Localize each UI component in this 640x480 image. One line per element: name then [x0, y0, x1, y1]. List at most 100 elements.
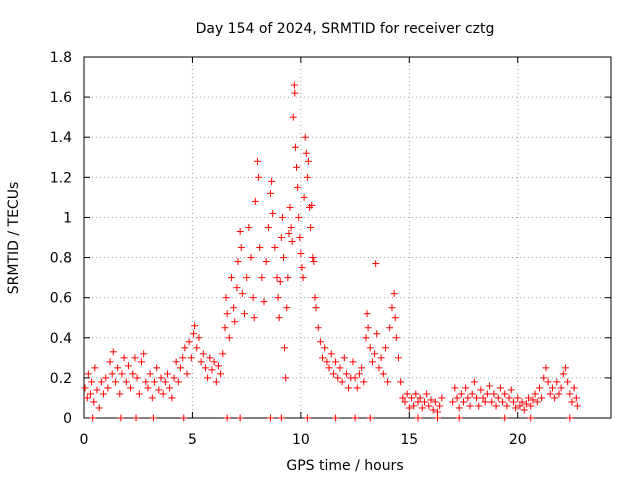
grid-lines	[84, 57, 611, 418]
data-point	[84, 370, 92, 378]
data-point	[236, 414, 244, 422]
data-point	[308, 201, 316, 209]
data-point	[391, 314, 399, 322]
data-point	[479, 394, 487, 402]
data-point	[87, 390, 95, 398]
data-point	[520, 406, 528, 414]
data-point	[309, 254, 317, 262]
data-point	[283, 304, 291, 312]
data-point	[83, 394, 91, 402]
data-point	[148, 394, 156, 402]
data-point	[271, 244, 279, 252]
data-point	[256, 244, 264, 252]
data-point	[88, 378, 96, 386]
data-point	[363, 310, 371, 318]
data-point	[298, 264, 306, 272]
data-point	[291, 89, 299, 97]
data-point	[338, 378, 346, 386]
data-point	[460, 398, 468, 406]
data-point	[418, 404, 426, 412]
x-tick-label: 15	[400, 432, 418, 448]
data-point	[210, 358, 218, 366]
data-point	[481, 398, 489, 406]
data-point	[294, 183, 302, 191]
data-point	[516, 402, 524, 410]
data-point	[280, 254, 288, 262]
data-point	[436, 402, 444, 410]
data-point	[321, 344, 329, 352]
data-point	[177, 364, 185, 372]
data-point	[249, 294, 257, 302]
data-point	[278, 213, 286, 221]
data-point	[150, 378, 158, 386]
data-point	[185, 338, 193, 346]
data-point	[197, 358, 205, 366]
data-point	[255, 173, 263, 181]
data-point	[462, 384, 470, 392]
data-point	[438, 394, 446, 402]
data-point	[233, 284, 241, 292]
data-point	[159, 390, 167, 398]
data-point	[303, 173, 311, 181]
data-point	[371, 350, 379, 358]
data-point	[304, 157, 312, 165]
data-point	[251, 197, 259, 205]
data-point	[168, 394, 176, 402]
data-point	[262, 258, 270, 266]
data-point	[247, 254, 255, 262]
data-point	[366, 344, 374, 352]
data-point	[234, 258, 242, 266]
data-point	[499, 398, 507, 406]
data-point	[475, 402, 483, 410]
data-point	[290, 81, 298, 89]
data-point	[106, 358, 114, 366]
data-point	[366, 414, 374, 422]
data-point	[142, 378, 150, 386]
data-point	[219, 350, 227, 358]
data-point	[111, 378, 119, 386]
y-tick-label: 0.6	[50, 291, 72, 307]
data-point	[267, 414, 275, 422]
data-point	[529, 396, 537, 404]
data-point	[468, 390, 476, 398]
x-tick-label: 10	[292, 432, 310, 448]
data-point	[183, 370, 191, 378]
data-point	[260, 298, 268, 306]
data-point	[332, 358, 340, 366]
data-point	[345, 384, 353, 392]
data-point	[319, 354, 327, 362]
data-point	[191, 322, 199, 330]
data-point	[566, 390, 574, 398]
data-point	[296, 234, 304, 241]
data-point	[329, 370, 337, 378]
data-point	[388, 304, 396, 312]
data-point	[140, 350, 148, 358]
data-point	[514, 394, 522, 402]
data-point	[548, 384, 556, 392]
data-point	[414, 398, 422, 406]
data-point	[120, 354, 128, 362]
data-point	[281, 344, 289, 352]
data-point	[449, 398, 457, 406]
data-point	[535, 384, 543, 392]
axis-ticks	[83, 56, 611, 419]
x-axis-tick-labels: 0 5 10 15 20	[80, 432, 527, 448]
data-point	[276, 278, 284, 286]
data-point	[204, 374, 212, 382]
data-point	[496, 384, 504, 392]
data-point	[217, 370, 225, 378]
data-point	[512, 404, 520, 412]
data-point	[301, 133, 309, 141]
data-point	[89, 414, 97, 422]
data-point	[394, 354, 402, 362]
data-point	[238, 290, 246, 298]
data-point	[166, 384, 174, 392]
data-point	[568, 398, 576, 406]
data-point	[312, 304, 320, 312]
data-point	[483, 390, 491, 398]
data-point	[323, 358, 331, 366]
data-point	[104, 384, 112, 392]
data-point	[299, 274, 307, 282]
data-point	[102, 374, 110, 382]
data-point	[243, 274, 251, 282]
